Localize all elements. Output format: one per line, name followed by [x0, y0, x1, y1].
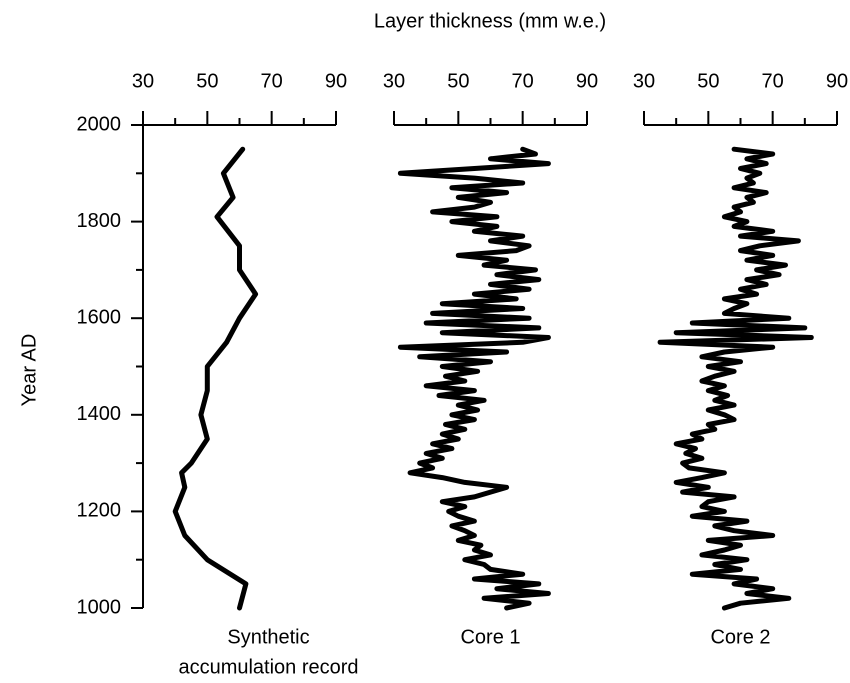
- y-tick-label: 1200: [77, 500, 122, 522]
- data-line: [657, 146, 814, 611]
- x-tick-label: 70: [762, 70, 784, 92]
- x-tick-label: 50: [697, 70, 719, 92]
- x-tick-label: 30: [633, 70, 655, 92]
- data-line: [397, 146, 551, 611]
- y-tick-label: 1000: [77, 596, 122, 618]
- y-tick-label: 2000: [77, 113, 122, 135]
- chart-title: Layer thickness (mm w.e.): [374, 10, 606, 32]
- panel-label: accumulation record: [178, 656, 358, 678]
- x-tick-label: 30: [383, 70, 405, 92]
- panel-label: Synthetic: [227, 626, 309, 648]
- y-tick-label: 1600: [77, 306, 122, 328]
- x-tick-label: 70: [261, 70, 283, 92]
- x-tick-label: 50: [196, 70, 218, 92]
- y-tick-label: 1400: [77, 403, 122, 425]
- x-tick-label: 90: [325, 70, 347, 92]
- x-tick-label: 30: [132, 70, 154, 92]
- x-tick-label: 90: [826, 70, 848, 92]
- x-tick-label: 50: [447, 70, 469, 92]
- y-tick-label: 1800: [77, 210, 122, 232]
- panel-label: Core 1: [460, 626, 520, 648]
- x-tick-label: 90: [576, 70, 598, 92]
- data-line: [172, 146, 259, 611]
- panel-label: Core 2: [710, 626, 770, 648]
- x-tick-label: 70: [512, 70, 534, 92]
- y-axis-label: Year AD: [18, 334, 40, 407]
